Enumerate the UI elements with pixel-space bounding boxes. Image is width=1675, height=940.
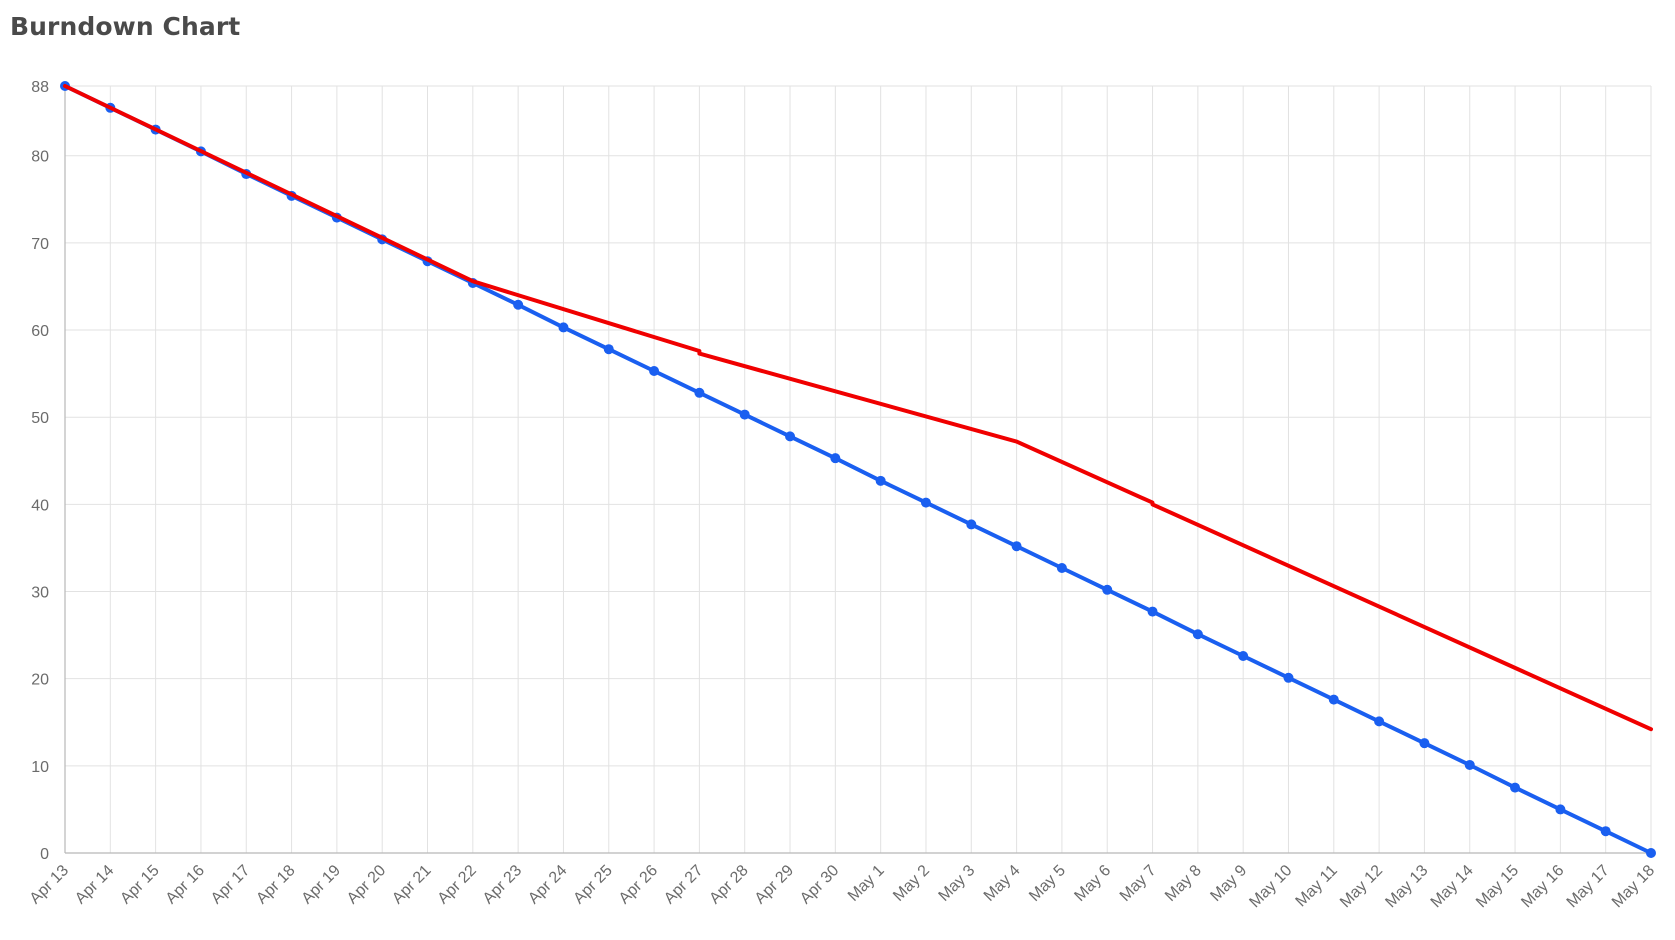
series (60, 81, 1656, 858)
x-tick-label: Apr 26 (616, 862, 661, 907)
x-tick-label: May 10 (1246, 862, 1295, 911)
y-tick-label: 60 (31, 323, 49, 340)
data-point (1328, 694, 1339, 705)
data-point (649, 366, 660, 377)
x-tick-label: May 15 (1473, 862, 1522, 911)
x-tick-label: May 11 (1293, 862, 1341, 910)
y-tick-label: 88 (31, 79, 49, 96)
data-point (1419, 738, 1430, 749)
data-point (739, 409, 750, 420)
x-tick-label: May 3 (936, 862, 979, 905)
data-point (1646, 848, 1656, 858)
x-tick-label: May 12 (1337, 862, 1386, 911)
data-point (1283, 672, 1294, 683)
x-tick-label: Apr 21 (389, 862, 434, 907)
data-point (1374, 716, 1385, 727)
data-point (920, 497, 931, 508)
axes (64, 86, 1651, 854)
x-tick-label: Apr 19 (299, 862, 344, 907)
chart-title: Burndown Chart (10, 12, 241, 41)
data-point (1238, 651, 1249, 662)
x-tick-label: Apr 18 (253, 862, 298, 907)
x-tick-label: Apr 13 (27, 862, 72, 907)
y-tick-label: 20 (31, 672, 49, 689)
x-tick-label: Apr 28 (706, 862, 751, 907)
data-point (603, 344, 614, 355)
data-point (785, 431, 796, 442)
data-point (1555, 804, 1566, 815)
x-tick-label: Apr 25 (570, 862, 615, 907)
x-tick-label: May 8 (1162, 862, 1205, 905)
y-tick-label: 30 (31, 585, 49, 602)
x-tick-label: Apr 16 (163, 862, 208, 907)
x-tick-label: May 2 (890, 862, 933, 905)
data-point (1056, 562, 1067, 573)
data-point (1011, 541, 1022, 552)
y-tick-label: 0 (40, 846, 49, 863)
x-tick-label: May 5 (1026, 862, 1069, 905)
x-tick-label: Apr 24 (525, 862, 570, 907)
y-tick-label: 70 (31, 236, 49, 253)
x-tick-label: Apr 20 (344, 862, 389, 907)
data-point (1147, 606, 1158, 617)
y-tick-label: 80 (31, 149, 49, 166)
x-tick-label: Apr 23 (480, 862, 525, 907)
data-point (966, 519, 977, 530)
data-point (1192, 629, 1203, 640)
data-point (694, 387, 705, 398)
x-tick-label: Apr 29 (752, 862, 797, 907)
x-tick-label: Apr 17 (208, 862, 253, 907)
data-point (1102, 584, 1113, 595)
x-tick-label: May 4 (981, 862, 1024, 905)
y-tick-label: 50 (31, 410, 49, 427)
x-tick-label: May 9 (1207, 862, 1250, 905)
data-point (558, 322, 569, 333)
x-tick-label: May 6 (1071, 862, 1114, 905)
data-point (1510, 782, 1521, 793)
x-tick-label: May 1 (845, 862, 888, 905)
data-point (830, 453, 841, 464)
x-tick-label: May 14 (1428, 862, 1477, 911)
x-tick-label: May 17 (1564, 862, 1613, 911)
x-tick-label: Apr 14 (72, 862, 117, 907)
x-tick-label: May 13 (1382, 862, 1431, 911)
y-tick-label: 10 (31, 759, 49, 776)
data-point (1600, 826, 1611, 837)
x-tick-label: Apr 15 (117, 862, 162, 907)
x-tick-label: Apr 22 (435, 862, 480, 907)
x-tick-label: Apr 30 (797, 862, 842, 907)
x-tick-label: May 18 (1609, 862, 1658, 911)
data-point (875, 475, 886, 486)
grid (65, 85, 1652, 853)
y-tick-label: 40 (31, 497, 49, 514)
x-tick-label: May 7 (1117, 862, 1160, 905)
data-point (513, 299, 524, 310)
x-tick-label: May 16 (1518, 862, 1567, 911)
data-point (1464, 759, 1475, 770)
x-tick-label: Apr 27 (661, 862, 706, 907)
series-line-red (63, 84, 1653, 732)
